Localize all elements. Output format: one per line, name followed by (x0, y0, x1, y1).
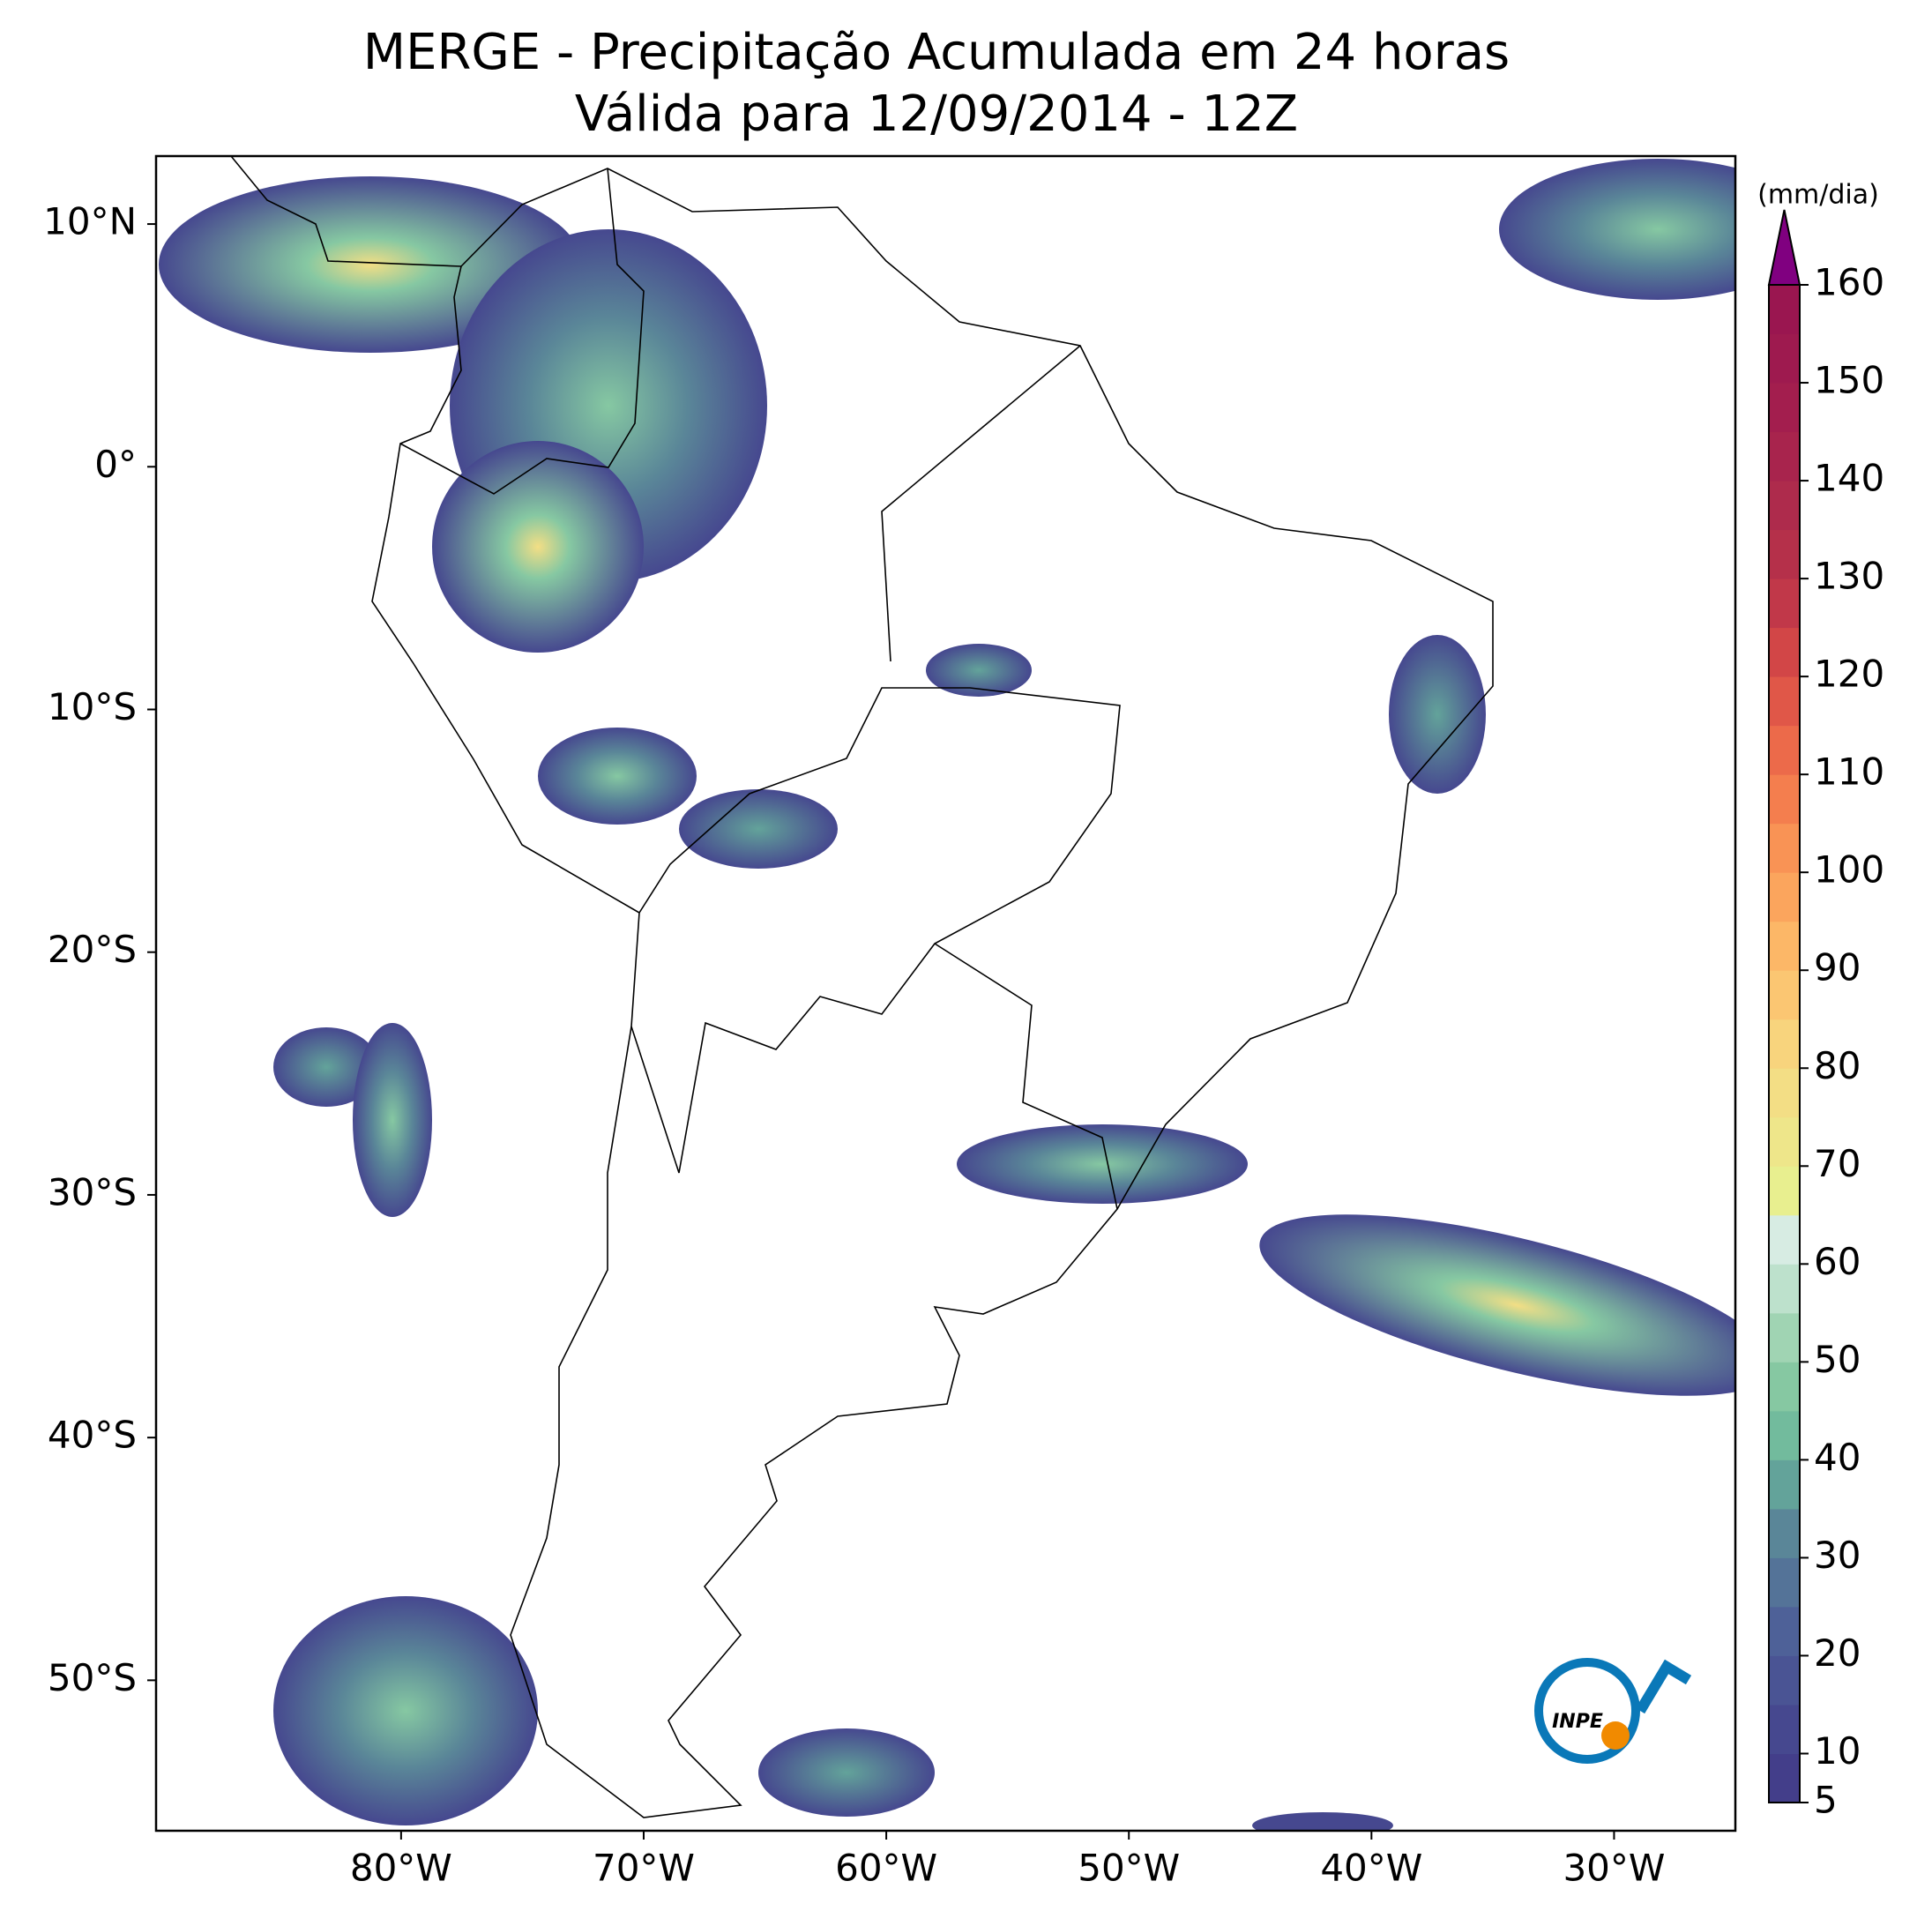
colorbar-band (1769, 627, 1800, 677)
logo-text: INPE (1552, 1711, 1603, 1733)
logo-sun (1601, 1721, 1630, 1750)
rain-area (1499, 159, 1735, 300)
rain-area (1252, 1812, 1393, 1831)
colorbar-band (1769, 872, 1800, 922)
rain-area (957, 1124, 1248, 1204)
colorbar-band (1769, 383, 1800, 433)
y-tick-label: 50°S (48, 1656, 137, 1699)
colorbar-tick-label: 130 (1814, 555, 1884, 598)
colorbar-extension (1767, 209, 1801, 286)
logo: INPE (1534, 1658, 1692, 1764)
x-tick-label: 80°W (350, 1847, 452, 1890)
colorbar-band (1769, 823, 1800, 873)
borders (399, 168, 1121, 1210)
colorbar-band (1769, 285, 1800, 335)
colorbar-tick-label: 70 (1814, 1142, 1861, 1185)
rain-area (538, 728, 697, 825)
colorbar-tick-label: 20 (1814, 1631, 1861, 1675)
colorbar-band (1769, 1459, 1800, 1510)
colorbar-tick-label: 80 (1814, 1044, 1861, 1087)
logo-ring (1534, 1658, 1640, 1764)
colorbar-band (1769, 1312, 1800, 1362)
logo-arrow (1635, 1659, 1692, 1714)
colorbar-band (1769, 1068, 1800, 1118)
colorbar-label: (mm/dia) (1757, 180, 1879, 211)
colorbar-tick-label: 5 (1814, 1779, 1838, 1822)
colorbar-band (1769, 431, 1800, 481)
colorbar-tick-label: 10 (1814, 1729, 1861, 1773)
colorbar-band (1769, 970, 1800, 1020)
colorbar-band (1769, 1557, 1800, 1608)
rain-area (353, 1023, 432, 1217)
colorbar-tick-label: 30 (1814, 1534, 1861, 1577)
coastline (230, 156, 1494, 1818)
colorbar-band (1769, 1166, 1800, 1216)
colorbar-band (1769, 676, 1800, 727)
y-tick-label: 0° (94, 443, 137, 486)
colorbar-band (1769, 333, 1800, 384)
colorbar-band (1769, 579, 1800, 629)
rain-area (273, 1596, 538, 1825)
colorbar-tick-label: 50 (1814, 1338, 1861, 1381)
colorbar-band (1769, 529, 1800, 579)
x-tick-label: 70°W (593, 1847, 695, 1890)
colorbar-band (1769, 1019, 1800, 1069)
colorbar-tick-label: 140 (1814, 457, 1884, 500)
colorbar-band (1769, 1753, 1800, 1803)
subtitle: Válida para 12/09/2014 - 12Z (575, 86, 1298, 143)
colorbar-tick-label: 90 (1814, 946, 1861, 989)
colorbar-band (1769, 1508, 1800, 1558)
rain-area (926, 644, 1032, 697)
colorbar-band (1769, 1655, 1800, 1706)
colorbar-tick-label: 160 (1814, 261, 1884, 304)
colorbar-band (1769, 1410, 1800, 1460)
colorbar-band (1769, 774, 1800, 825)
colorbar-band (1769, 1264, 1800, 1314)
x-tick-label: 30°W (1563, 1847, 1665, 1890)
colorbar-tick-label: 120 (1814, 653, 1884, 696)
plot-frame (154, 154, 1737, 1833)
y-tick-label: 10°N (43, 200, 137, 243)
colorbar-tick-label: 100 (1814, 848, 1884, 892)
colorbar-tick-label: 60 (1814, 1240, 1861, 1283)
continent-outline (371, 168, 1494, 1818)
colorbar-band (1769, 1116, 1800, 1167)
rain-area (1259, 1214, 1735, 1396)
central-america-outline (230, 156, 462, 267)
colorbar-band (1769, 921, 1800, 971)
rain-area (758, 1728, 935, 1817)
y-tick-label: 30°S (48, 1170, 137, 1213)
rain-area (432, 441, 644, 653)
colorbar-band (1769, 1704, 1800, 1754)
title: MERGE - Precipitação Acumulada em 24 hor… (363, 24, 1510, 81)
x-tick-label: 50°W (1078, 1847, 1180, 1890)
x-tick-label: 60°W (835, 1847, 937, 1890)
y-tick-label: 20°S (48, 928, 137, 971)
colorbar-tick-label: 40 (1814, 1436, 1861, 1479)
colorbar-band (1769, 1214, 1800, 1265)
rain-area (273, 1027, 379, 1107)
y-tick-label: 10°S (48, 685, 137, 728)
rain-area (1389, 635, 1486, 794)
rain-area (679, 789, 838, 869)
colorbar-band (1769, 725, 1800, 775)
colorbar-band (1769, 1606, 1800, 1656)
colorbar-band (1769, 481, 1800, 531)
colorbar-band (1769, 1362, 1800, 1412)
y-tick-label: 40°S (48, 1414, 137, 1457)
x-tick-label: 40°W (1320, 1847, 1422, 1890)
colorbar-frame (1768, 284, 1801, 1803)
colorbar-tick-label: 110 (1814, 750, 1884, 794)
precipitation-field (159, 159, 1735, 1831)
colorbar-tick-label: 150 (1814, 359, 1884, 402)
